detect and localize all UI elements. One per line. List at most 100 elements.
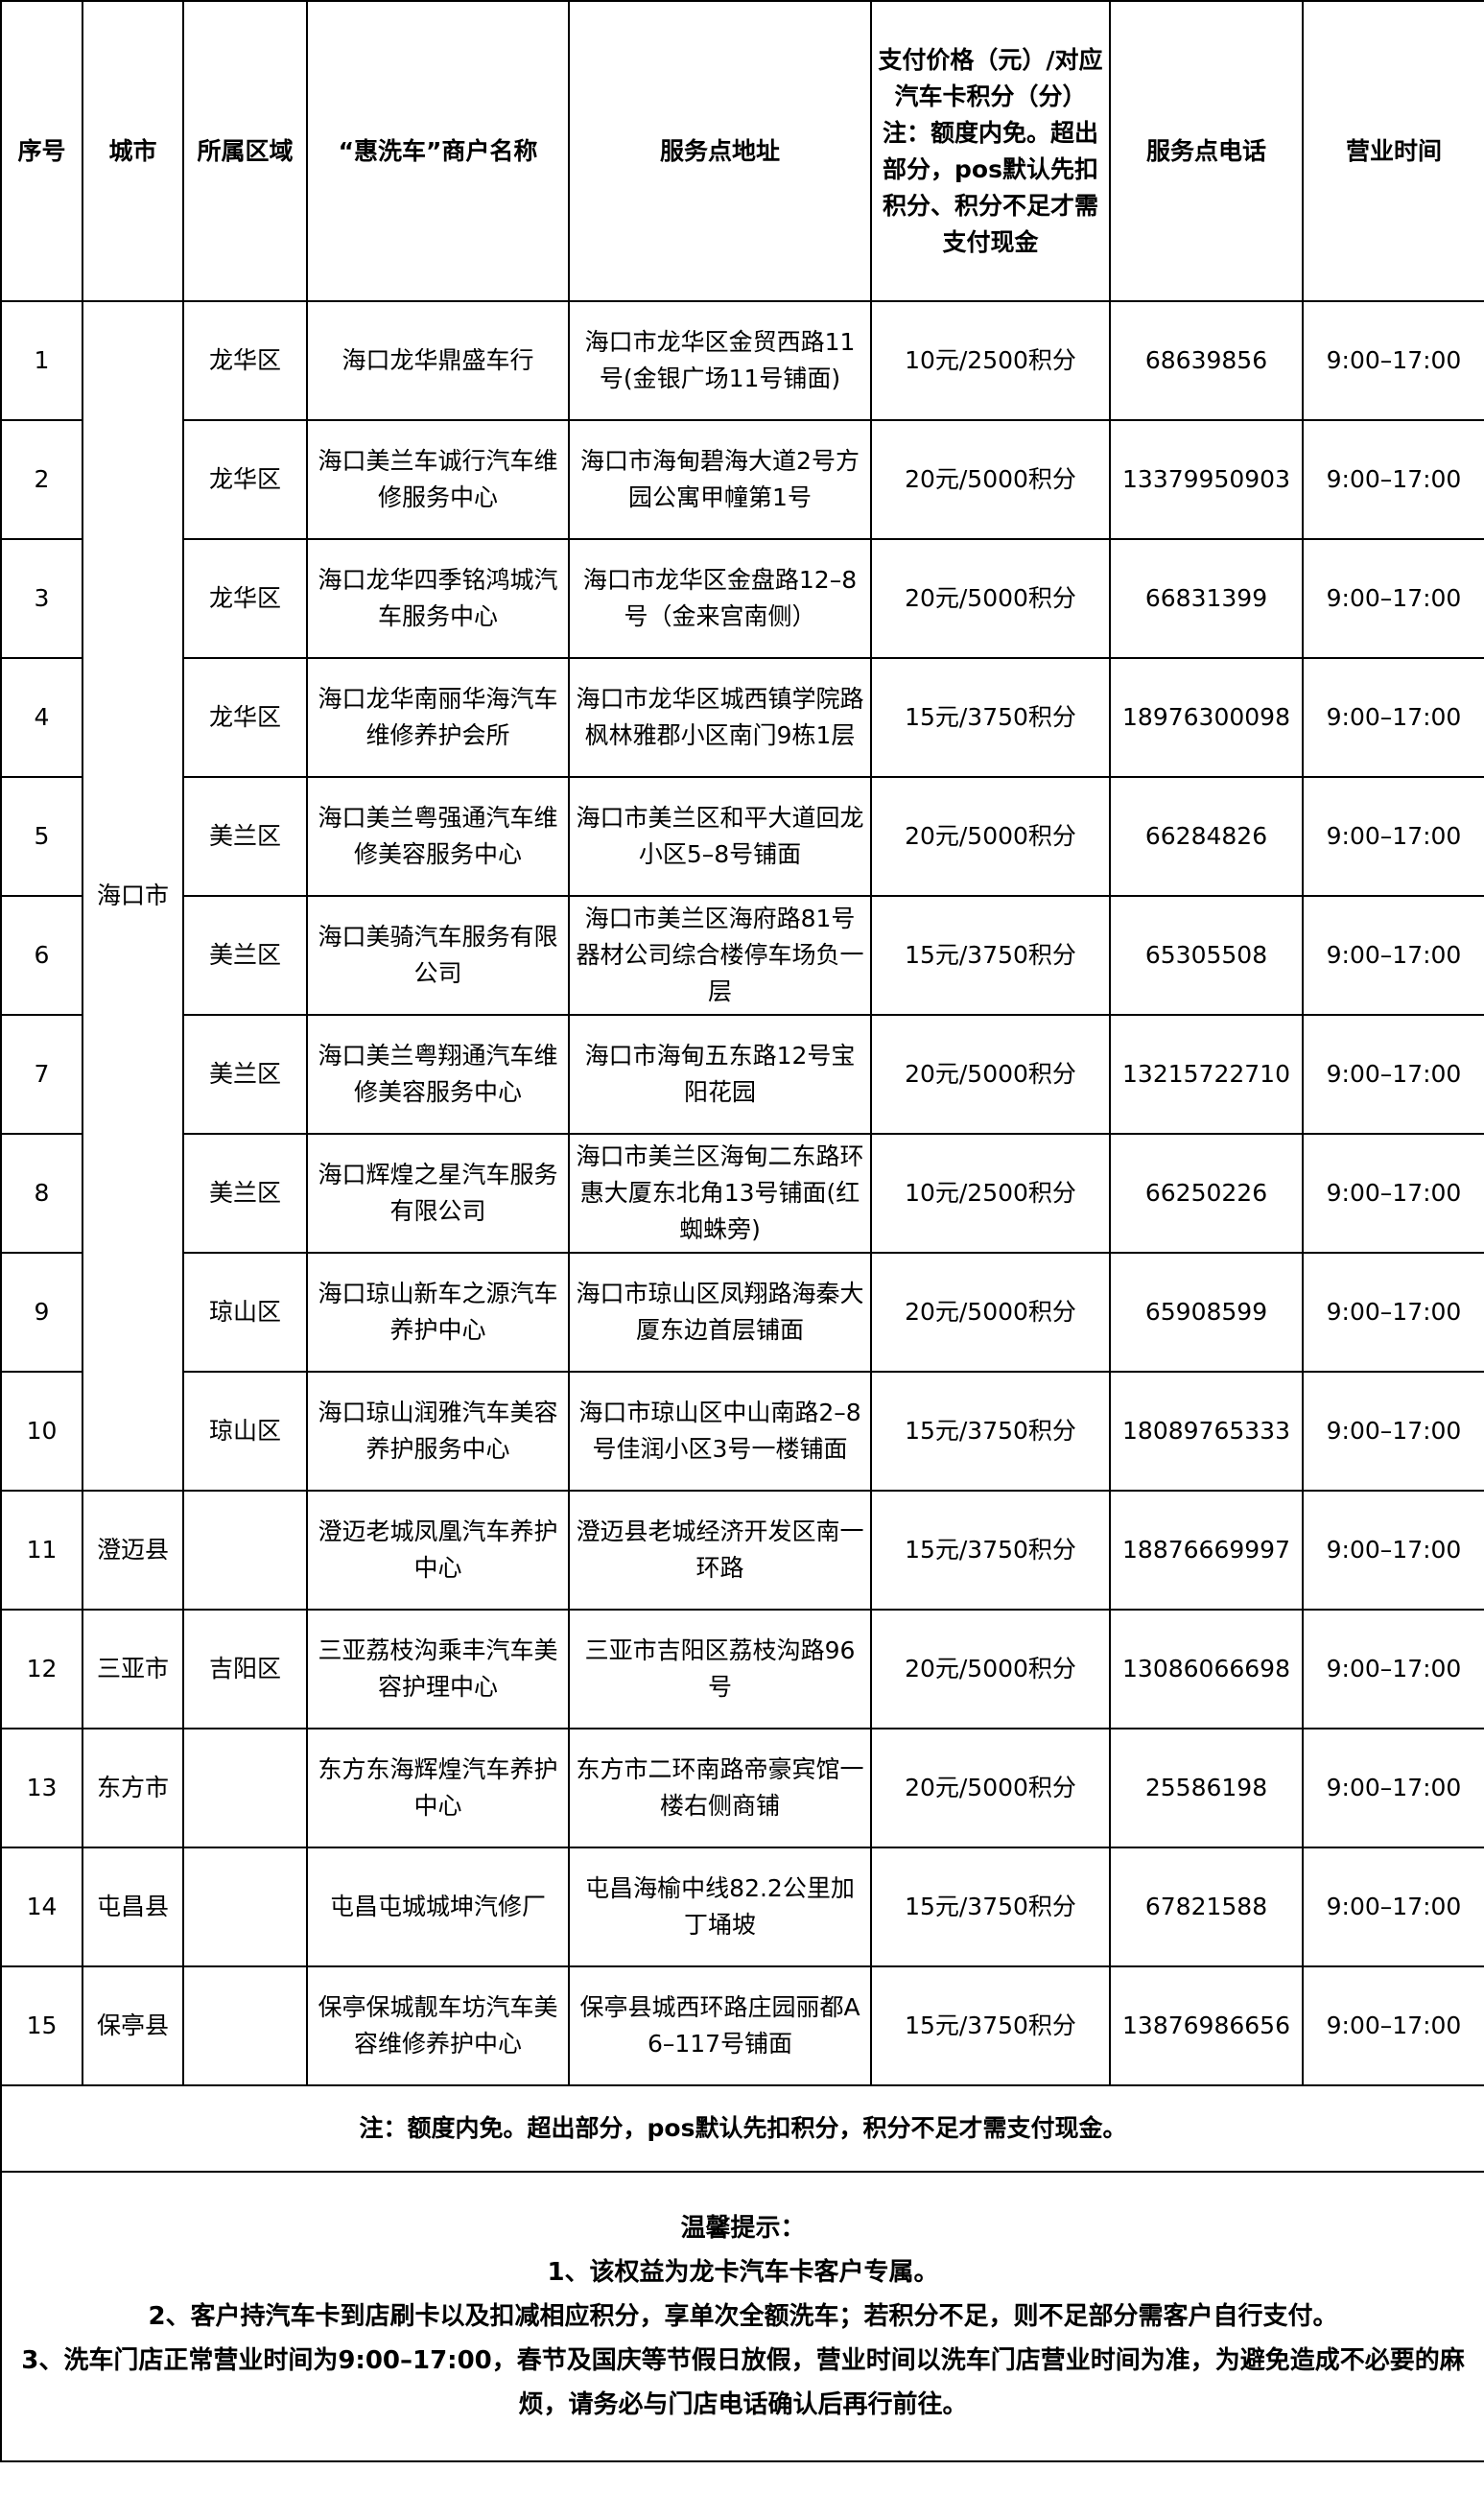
table-row: 7 美兰区 海口美兰粤翔通汽车维修美容服务中心 海口市海甸五东路12号宝阳花园 20元/… bbox=[0, 1014, 1484, 1135]
cell-phone: 65305508 bbox=[1109, 895, 1304, 1016]
cell-address: 海口市美兰区海甸二东路环惠大厦东北角13号铺面(红蜘蛛旁) bbox=[568, 1133, 872, 1254]
tips-item: 2、客户持汽车卡到店刷卡以及扣减相应积分，享单次全额洗车；若积分不足，则不足部分… bbox=[148, 2302, 1338, 2331]
cell-merchant: 东方东海辉煌汽车养护中心 bbox=[306, 1728, 570, 1848]
cell-index: 7 bbox=[0, 1014, 83, 1135]
note-text: 注：额度内免。超出部分，pos默认先扣积分，积分不足才需支付现金。 bbox=[0, 2084, 1484, 2173]
cell-price: 15元/3750积分 bbox=[870, 1490, 1111, 1611]
cell-index: 2 bbox=[0, 419, 83, 540]
table-row: 5 美兰区 海口美兰粤强通汽车维修美容服务中心 海口市美兰区和平大道回龙小区5–8号铺… bbox=[0, 776, 1484, 897]
cell-district: 吉阳区 bbox=[182, 1609, 308, 1729]
cell-index: 1 bbox=[0, 300, 83, 421]
cell-price: 15元/3750积分 bbox=[870, 1965, 1111, 2086]
cell-address: 东方市二环南路帝豪宾馆一楼右侧商铺 bbox=[568, 1728, 872, 1848]
cell-address: 保亭县城西环路庄园丽都A6–117号铺面 bbox=[568, 1965, 872, 2086]
cell-hours: 9:00–17:00 bbox=[1302, 1847, 1484, 1967]
cell-price: 15元/3750积分 bbox=[870, 657, 1111, 778]
cell-city: 东方市 bbox=[82, 1728, 184, 1848]
cell-merchant: 海口琼山新车之源汽车养护中心 bbox=[306, 1252, 570, 1373]
cell-hours: 9:00–17:00 bbox=[1302, 1133, 1484, 1254]
cell-phone: 66284826 bbox=[1109, 776, 1304, 897]
cell-district: 美兰区 bbox=[182, 1133, 308, 1254]
header-merchant: “惠洗车”商户名称 bbox=[306, 0, 570, 302]
cell-district bbox=[182, 1965, 308, 2086]
cell-phone: 13215722710 bbox=[1109, 1014, 1304, 1135]
cell-price: 20元/5000积分 bbox=[870, 776, 1111, 897]
cell-price: 20元/5000积分 bbox=[870, 538, 1111, 659]
table-row: 2 龙华区 海口美兰车诚行汽车维修服务中心 海口市海甸碧海大道2号方园公寓甲幢第1号 2… bbox=[0, 419, 1484, 540]
cell-hours: 9:00–17:00 bbox=[1302, 1490, 1484, 1611]
header-price: 支付价格（元）/对应汽车卡积分（分） 注：额度内免。超出部分，pos默认先扣积分… bbox=[870, 0, 1111, 302]
cell-hours: 9:00–17:00 bbox=[1302, 1728, 1484, 1848]
cell-index: 10 bbox=[0, 1371, 83, 1492]
cell-phone: 18876669997 bbox=[1109, 1490, 1304, 1611]
tips-item: 3、洗车门店正常营业时间为9:00–17:00，春节及国庆等节假日放假，营业时间… bbox=[21, 2346, 1465, 2419]
cell-price: 20元/5000积分 bbox=[870, 1609, 1111, 1729]
header-hours: 营业时间 bbox=[1302, 0, 1484, 302]
table-row: 11 澄迈县 澄迈老城凤凰汽车养护中心 澄迈县老城经济开发区南一环路 15元/3750积… bbox=[0, 1490, 1484, 1611]
cell-hours: 9:00–17:00 bbox=[1302, 1252, 1484, 1373]
cell-hours: 9:00–17:00 bbox=[1302, 538, 1484, 659]
cell-address: 海口市海甸五东路12号宝阳花园 bbox=[568, 1014, 872, 1135]
cell-merchant: 保亭保城靓车坊汽车美容维修养护中心 bbox=[306, 1965, 570, 2086]
cell-merchant: 海口美兰粤强通汽车维修美容服务中心 bbox=[306, 776, 570, 897]
table-row: 10 琼山区 海口琼山润雅汽车美容养护服务中心 海口市琼山区中山南路2–8号佳润小区3… bbox=[0, 1371, 1484, 1492]
table-row: 9 琼山区 海口琼山新车之源汽车养护中心 海口市琼山区凤翔路海秦大厦东边首层铺面 20元… bbox=[0, 1252, 1484, 1373]
cell-merchant: 屯昌屯城城坤汽修厂 bbox=[306, 1847, 570, 1967]
cell-hours: 9:00–17:00 bbox=[1302, 1965, 1484, 2086]
cell-district: 龙华区 bbox=[182, 300, 308, 421]
cell-district: 琼山区 bbox=[182, 1252, 308, 1373]
cell-district bbox=[182, 1847, 308, 1967]
header-row: 序号 城市 所属区域 “惠洗车”商户名称 服务点地址 支付价格（元）/对应汽车卡… bbox=[0, 0, 1484, 302]
table-row: 12 三亚市 吉阳区 三亚荔枝沟乘丰汽车美容护理中心 三亚市吉阳区荔枝沟路96号 20元/… bbox=[0, 1609, 1484, 1729]
header-address: 服务点地址 bbox=[568, 0, 872, 302]
cell-district: 美兰区 bbox=[182, 776, 308, 897]
cell-phone: 25586198 bbox=[1109, 1728, 1304, 1848]
cell-district: 美兰区 bbox=[182, 895, 308, 1016]
cell-city: 屯昌县 bbox=[82, 1847, 184, 1967]
cell-address: 海口市琼山区凤翔路海秦大厦东边首层铺面 bbox=[568, 1252, 872, 1373]
cell-merchant: 海口琼山润雅汽车美容养护服务中心 bbox=[306, 1371, 570, 1492]
cell-phone: 18089765333 bbox=[1109, 1371, 1304, 1492]
cell-index: 6 bbox=[0, 895, 83, 1016]
cell-hours: 9:00–17:00 bbox=[1302, 1014, 1484, 1135]
cell-merchant: 海口美兰车诚行汽车维修服务中心 bbox=[306, 419, 570, 540]
cell-hours: 9:00–17:00 bbox=[1302, 657, 1484, 778]
cell-district: 龙华区 bbox=[182, 419, 308, 540]
cell-merchant: 海口美兰粤翔通汽车维修美容服务中心 bbox=[306, 1014, 570, 1135]
cell-index: 12 bbox=[0, 1609, 83, 1729]
cell-price: 20元/5000积分 bbox=[870, 419, 1111, 540]
cell-price: 10元/2500积分 bbox=[870, 300, 1111, 421]
cell-merchant: 海口龙华南丽华海汽车维修养护会所 bbox=[306, 657, 570, 778]
tips-item: 1、该权益为龙卡汽车卡客户专属。 bbox=[547, 2258, 939, 2287]
cell-merchant: 海口龙华四季铭鸿城汽车服务中心 bbox=[306, 538, 570, 659]
cell-index: 14 bbox=[0, 1847, 83, 1967]
cell-hours: 9:00–17:00 bbox=[1302, 895, 1484, 1016]
cell-address: 三亚市吉阳区荔枝沟路96号 bbox=[568, 1609, 872, 1729]
tips-row: 温馨提示： 1、该权益为龙卡汽车卡客户专属。 2、客户持汽车卡到店刷卡以及扣减相… bbox=[0, 2171, 1484, 2462]
cell-phone: 13876986656 bbox=[1109, 1965, 1304, 2086]
cell-merchant: 澄迈老城凤凰汽车养护中心 bbox=[306, 1490, 570, 1611]
table-row: 15 保亭县 保亭保城靓车坊汽车美容维修养护中心 保亭县城西环路庄园丽都A6–117号… bbox=[0, 1965, 1484, 2086]
cell-index: 9 bbox=[0, 1252, 83, 1373]
header-phone: 服务点电话 bbox=[1109, 0, 1304, 302]
note-row: 注：额度内免。超出部分，pos默认先扣积分，积分不足才需支付现金。 bbox=[0, 2084, 1484, 2173]
cell-price: 15元/3750积分 bbox=[870, 1371, 1111, 1492]
header-city: 城市 bbox=[82, 0, 184, 302]
cell-phone: 65908599 bbox=[1109, 1252, 1304, 1373]
header-price-title: 支付价格（元）/对应汽车卡积分（分） bbox=[878, 45, 1103, 110]
table-row: 4 龙华区 海口龙华南丽华海汽车维修养护会所 海口市龙华区城西镇学院路枫林雅郡小区南门… bbox=[0, 657, 1484, 778]
cell-index: 11 bbox=[0, 1490, 83, 1611]
cell-address: 海口市美兰区海府路81号器材公司综合楼停车场负一层 bbox=[568, 895, 872, 1016]
cell-merchant: 海口辉煌之星汽车服务有限公司 bbox=[306, 1133, 570, 1254]
cell-phone: 68639856 bbox=[1109, 300, 1304, 421]
cell-district: 琼山区 bbox=[182, 1371, 308, 1492]
cell-price: 15元/3750积分 bbox=[870, 895, 1111, 1016]
cell-phone: 66250226 bbox=[1109, 1133, 1304, 1254]
cell-city: 三亚市 bbox=[82, 1609, 184, 1729]
cell-merchant: 三亚荔枝沟乘丰汽车美容护理中心 bbox=[306, 1609, 570, 1729]
table-row: 6 美兰区 海口美骑汽车服务有限公司 海口市美兰区海府路81号器材公司综合楼停车场负一… bbox=[0, 895, 1484, 1016]
cell-address: 海口市龙华区城西镇学院路枫林雅郡小区南门9栋1层 bbox=[568, 657, 872, 778]
cell-district: 龙华区 bbox=[182, 538, 308, 659]
cell-phone: 66831399 bbox=[1109, 538, 1304, 659]
